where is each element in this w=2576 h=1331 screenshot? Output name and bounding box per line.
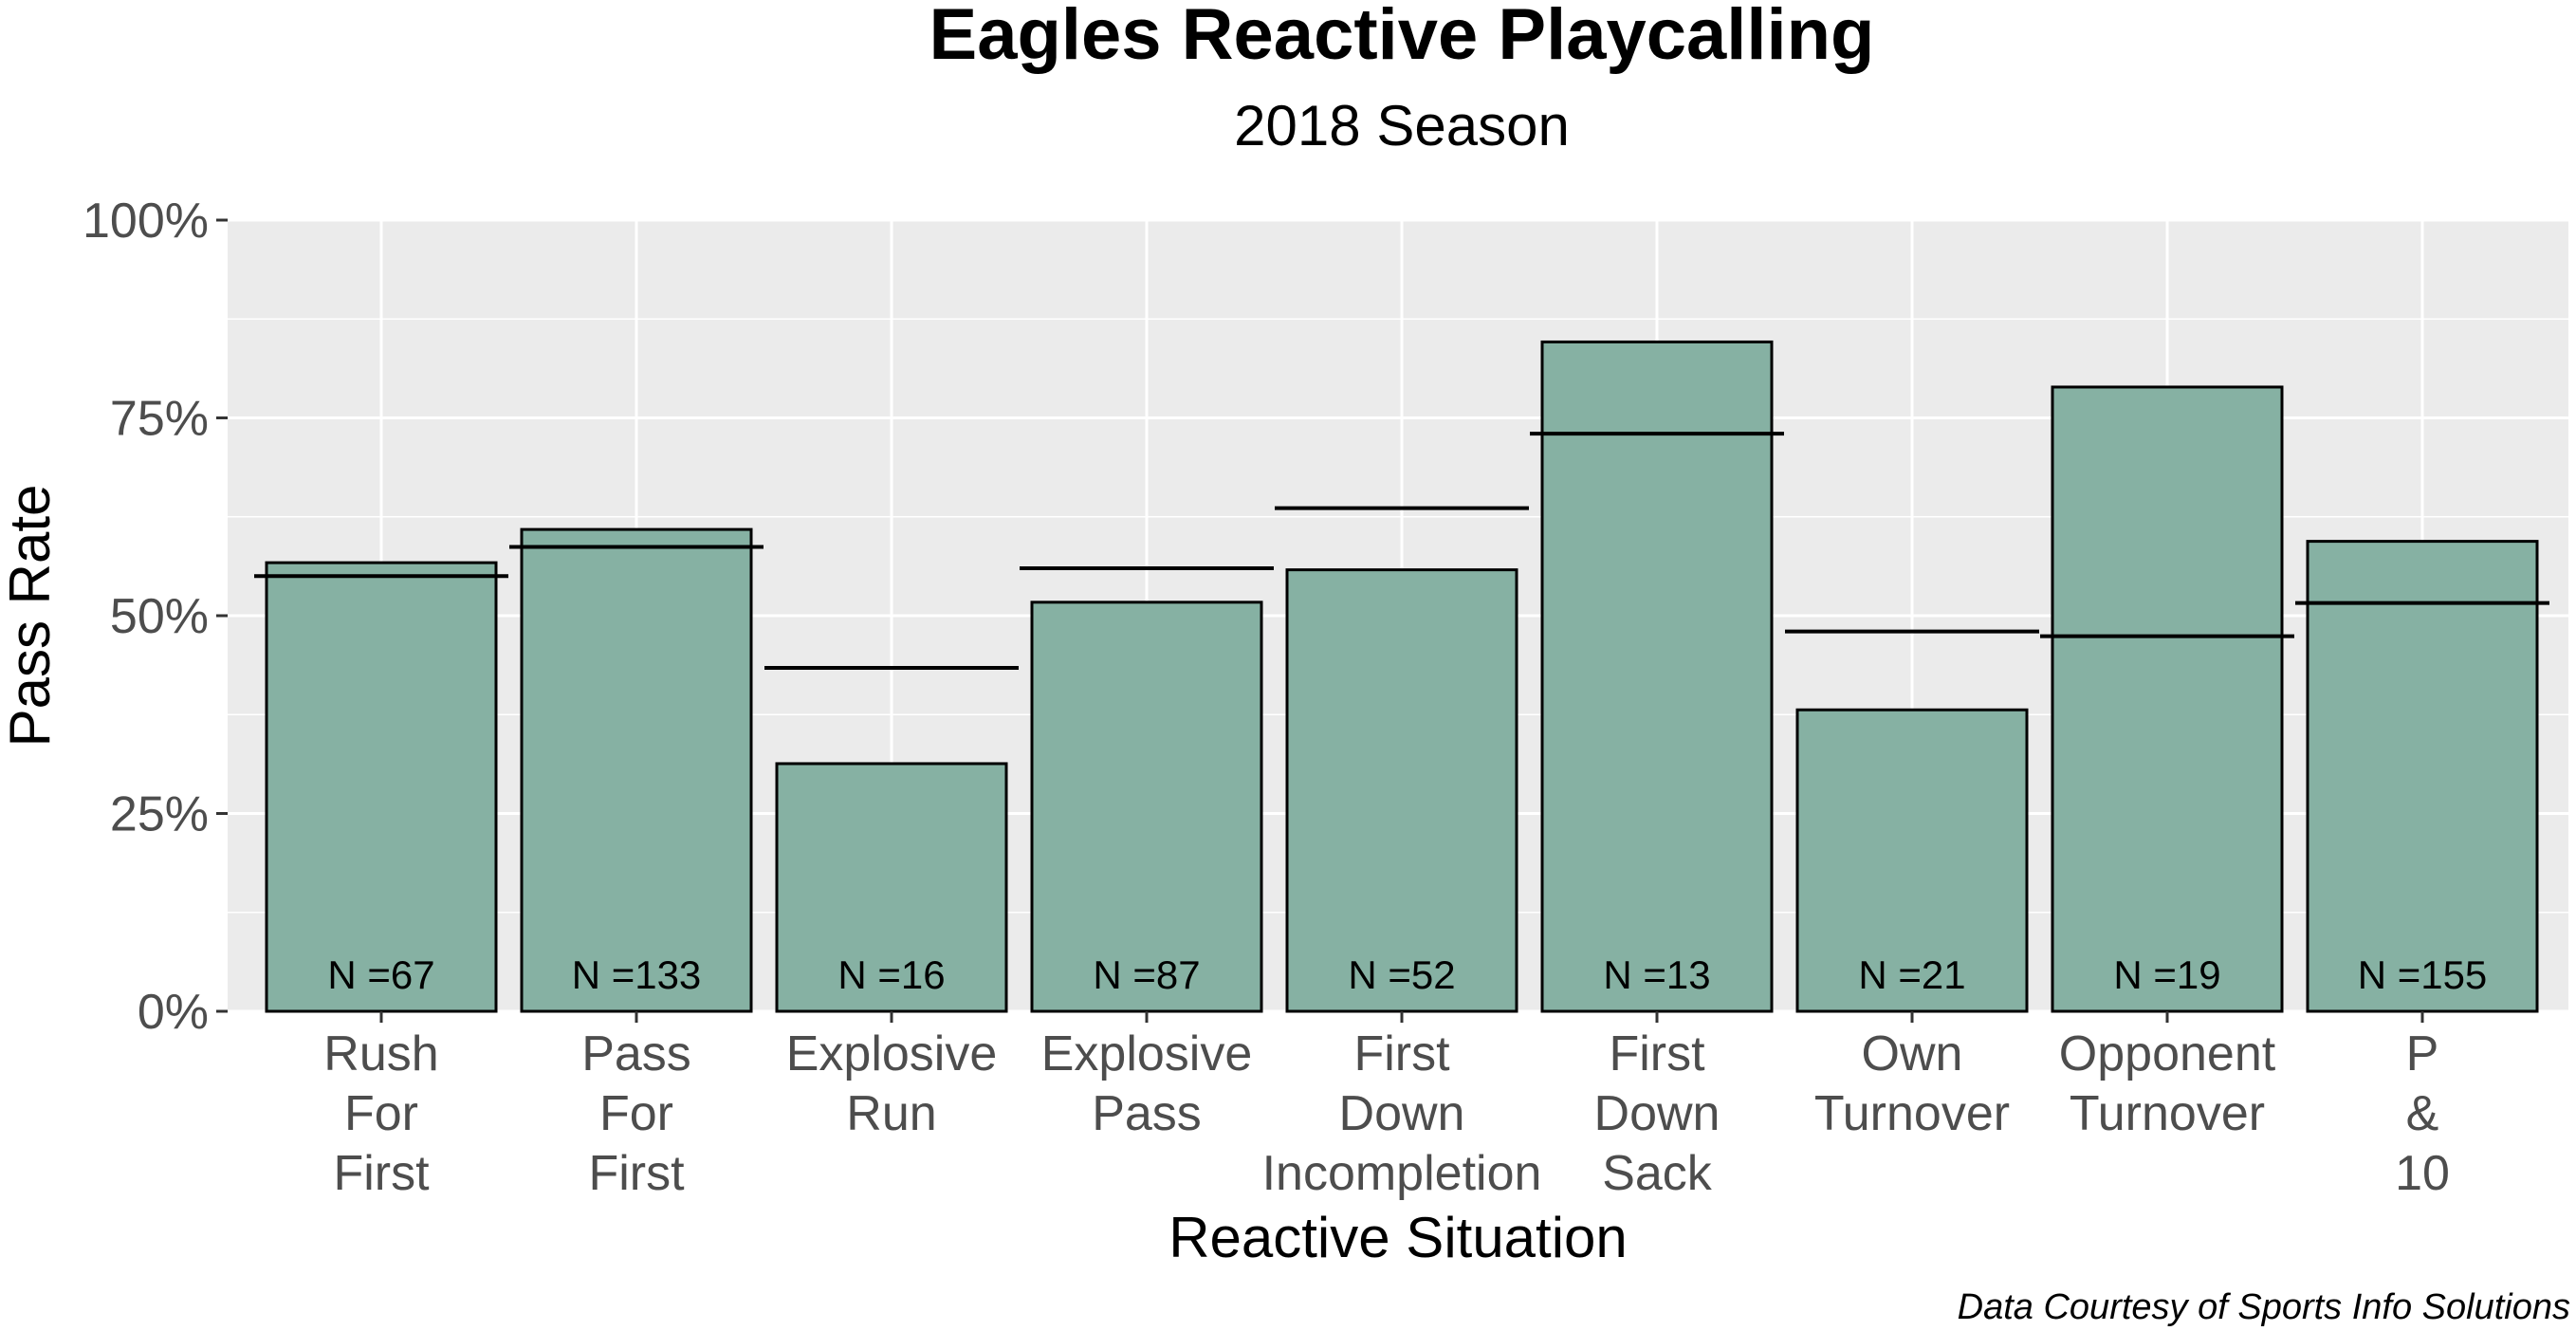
y-tick-label: 0%	[138, 985, 209, 1040]
x-tick-label: Explosive Run	[786, 1026, 998, 1141]
x-tick-label: Explosive Pass	[1041, 1026, 1253, 1141]
chart-title: Eagles Reactive Playcalling	[929, 0, 1875, 75]
y-axis-title: Pass Rate	[0, 485, 62, 748]
y-tick-label: 75%	[110, 392, 209, 447]
n-labels: N =67 N =133 N =16 N =87 N =52 N =13 N =21 N =1…	[327, 952, 2487, 997]
x-axis-title: Reactive Situation	[1168, 1206, 1628, 1269]
bar	[265, 561, 498, 1013]
x-tick-label: Pass For First	[581, 1026, 691, 1201]
bars	[265, 340, 2539, 1013]
n-label: N =19	[2113, 952, 2220, 997]
n-label: N =13	[1603, 952, 1710, 997]
n-label: N =52	[1348, 952, 1455, 997]
x-tick-label: First Down Incompletion	[1262, 1026, 1542, 1201]
caption: Data Courtesy of Sports Info Solutions	[1958, 1287, 2570, 1327]
n-label: N =16	[837, 952, 945, 997]
n-label: N =21	[1858, 952, 1965, 997]
x-axis: Rush For First Pass For First Explosive Run Expl…	[323, 1011, 2450, 1201]
x-tick-label: Opponent Turnover	[2059, 1026, 2276, 1141]
bar	[1285, 568, 1518, 1013]
x-tick-label: Rush For First	[323, 1026, 438, 1201]
bar	[2306, 540, 2539, 1013]
y-tick-label: 25%	[110, 787, 209, 842]
bar	[2051, 385, 2284, 1013]
x-tick-label: Own Turnover	[1814, 1026, 2010, 1141]
y-tick-label: 50%	[110, 589, 209, 644]
x-tick-label: P & 10	[2395, 1026, 2450, 1201]
chart-subtitle: 2018 Season	[1234, 94, 1570, 157]
bar	[520, 527, 753, 1013]
n-label: N =133	[572, 952, 702, 997]
reference-lines	[254, 432, 2549, 671]
x-tick-label: First Down Sack	[1594, 1026, 1720, 1201]
n-label: N =87	[1093, 952, 1200, 997]
bar	[1030, 601, 1263, 1013]
y-axis: 0% 25% 50% 75% 100%	[83, 194, 228, 1040]
y-tick-label: 100%	[83, 194, 209, 249]
bar	[1540, 340, 1774, 1013]
n-label: N =67	[327, 952, 434, 997]
bar	[775, 762, 1008, 1013]
bar	[1795, 708, 2029, 1013]
n-label: N =155	[2358, 952, 2488, 997]
